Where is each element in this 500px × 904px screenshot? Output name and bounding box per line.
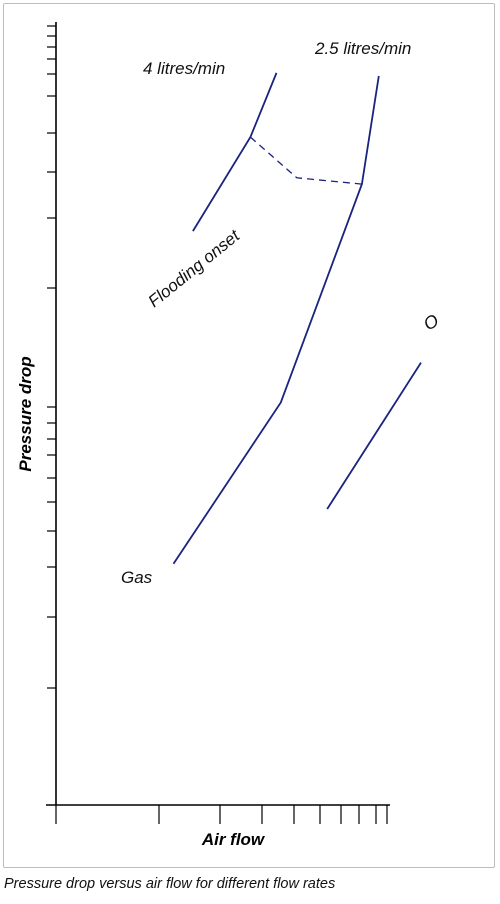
series-line-flooding-onset: [249, 136, 362, 185]
gas-label: Gas: [121, 568, 153, 587]
series-label-2-5-litres: 2.5 litres/min: [314, 39, 411, 58]
series-layer: [172, 72, 422, 565]
figure-frame: [3, 3, 495, 868]
flooding-onset-label: Flooding onset: [145, 225, 245, 311]
x-axis-title: Air flow: [201, 830, 266, 849]
series-label-4-litres: 4 litres/min: [143, 59, 225, 78]
o-label: O: [420, 310, 442, 334]
y-axis-ticks: [47, 25, 56, 689]
y-axis: [47, 22, 57, 805]
series-line-o: [326, 362, 422, 510]
y-axis-title: Pressure drop: [16, 356, 35, 471]
series-line-2-5-litres-min: [172, 75, 380, 565]
chart: 4 litres/min 2.5 litres/min Flooding ons…: [16, 22, 442, 849]
x-axis: [46, 804, 390, 824]
series-line-4-litres-min: [192, 72, 278, 232]
figure-caption: Pressure drop versus air flow for differ…: [4, 876, 336, 892]
x-axis-ticks: [55, 805, 388, 824]
